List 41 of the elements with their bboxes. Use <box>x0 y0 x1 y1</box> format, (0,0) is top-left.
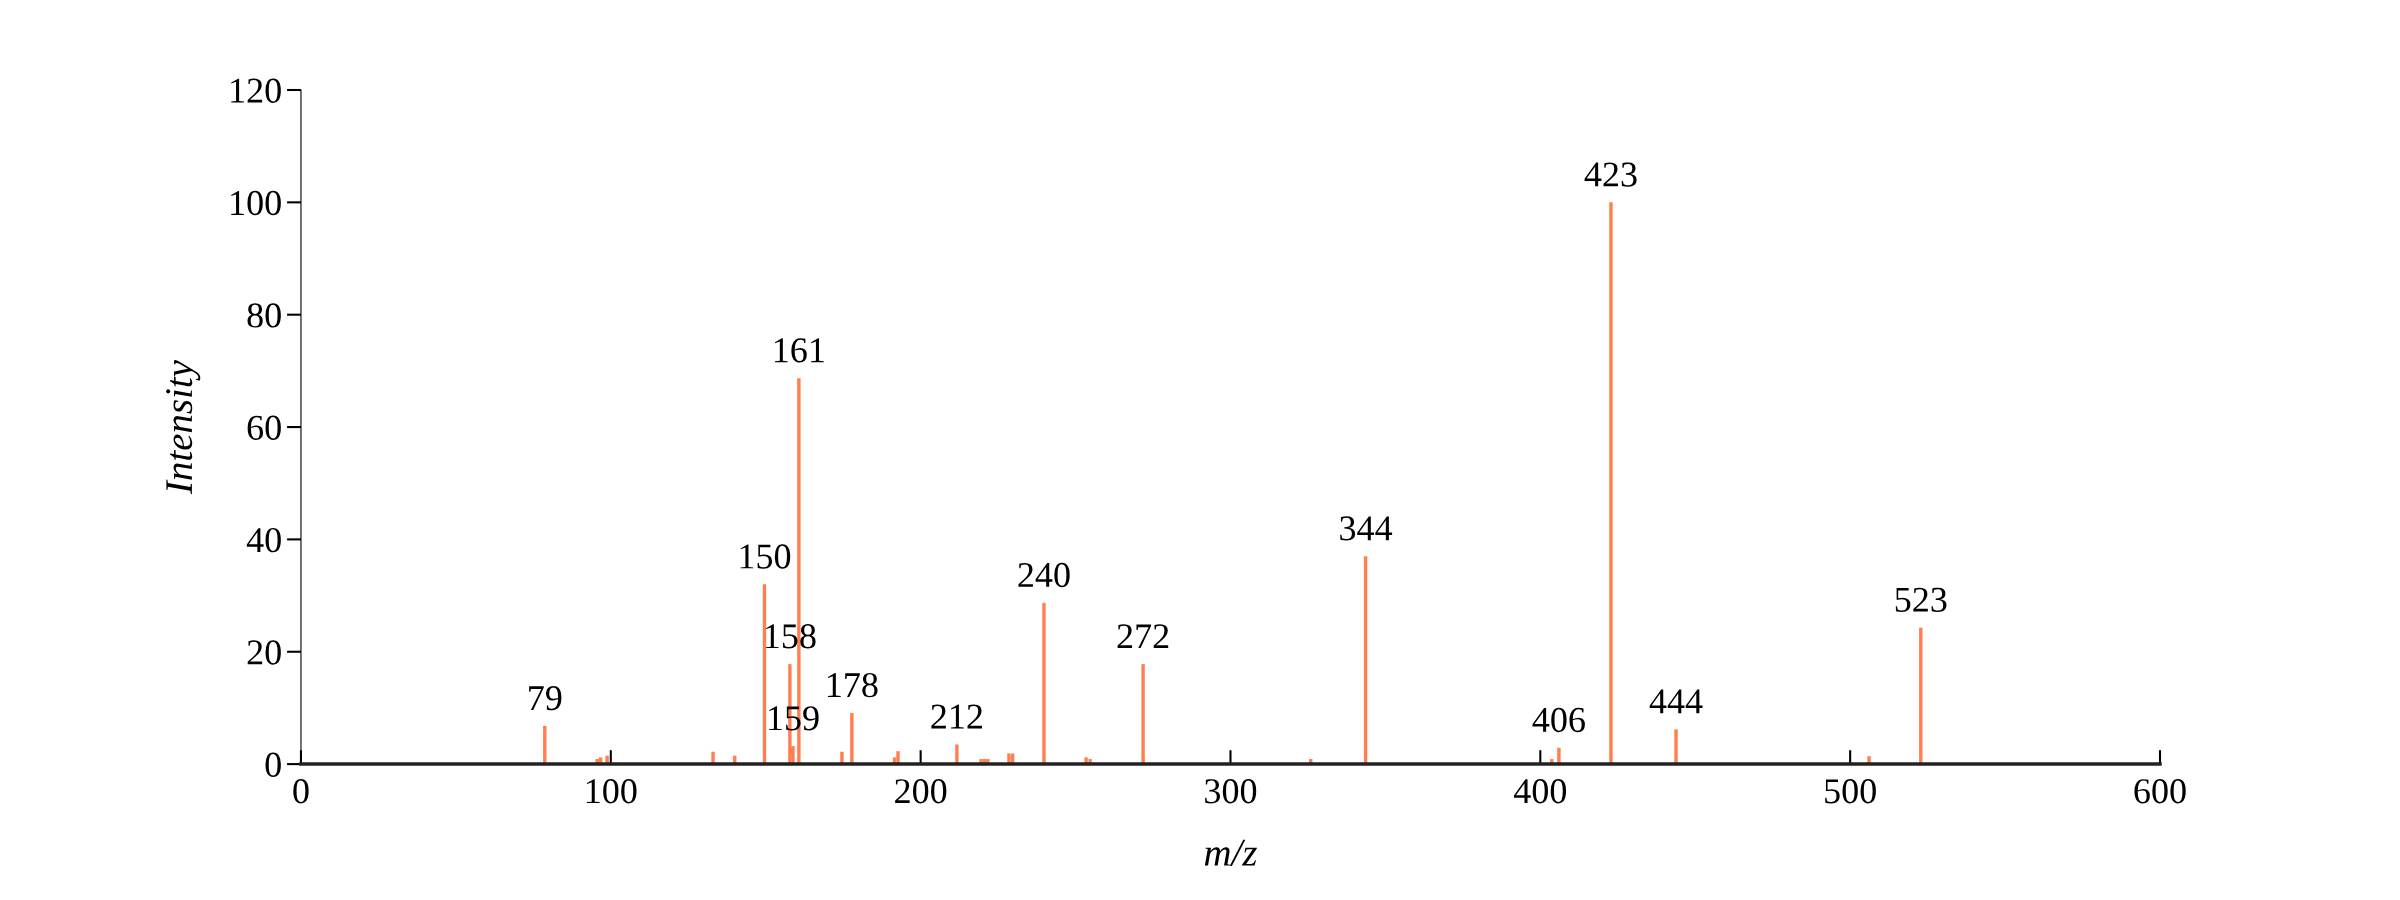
bar <box>1674 729 1678 765</box>
x-tick-label: 400 <box>1513 779 1567 804</box>
annotation: 344 <box>1340 516 1393 541</box>
y-axis-title: Intensity <box>166 360 201 495</box>
bar <box>711 751 715 765</box>
bar <box>1609 202 1613 765</box>
y-tick-label: 100 <box>231 190 281 216</box>
annotation: 272 <box>1117 624 1169 649</box>
annotation: 161 <box>774 338 824 363</box>
x-tick-label: 300 <box>1205 779 1257 804</box>
annotation: 150 <box>740 544 791 569</box>
bar <box>840 751 844 765</box>
annotation: 523 <box>1895 587 1947 612</box>
annotation: 79 <box>529 685 562 711</box>
y-tick-label: 20 <box>247 640 281 665</box>
y-tick-label: 60 <box>247 415 281 440</box>
x-tick-label: 500 <box>1825 779 1876 804</box>
y-tick-label: 80 <box>247 303 281 328</box>
x-tick-label: 100 <box>586 779 637 804</box>
x-tick-label: 0 <box>293 779 309 804</box>
y-tick-label: 120 <box>231 78 281 103</box>
bar <box>896 751 900 765</box>
y-tick-label: 0 <box>265 752 281 777</box>
bar <box>955 744 959 765</box>
bar <box>543 725 547 765</box>
annotation: 423 <box>1584 162 1637 187</box>
annotation: 212 <box>931 704 982 729</box>
bar <box>1042 602 1046 765</box>
bar <box>1141 664 1145 765</box>
bar <box>1557 747 1561 765</box>
annotation: 240 <box>1018 562 1070 588</box>
x-tick-label: 200 <box>895 779 947 804</box>
bar <box>850 712 854 765</box>
annotation: 444 <box>1649 689 1703 714</box>
y-tick-label: 40 <box>246 527 281 553</box>
bar <box>1007 753 1011 765</box>
annotation: 406 <box>1532 707 1585 733</box>
annotation: 178 <box>827 672 878 698</box>
bar <box>1919 627 1923 765</box>
x-tick-label: 600 <box>2134 779 2186 804</box>
x-axis-title: m/z <box>1204 839 1257 866</box>
